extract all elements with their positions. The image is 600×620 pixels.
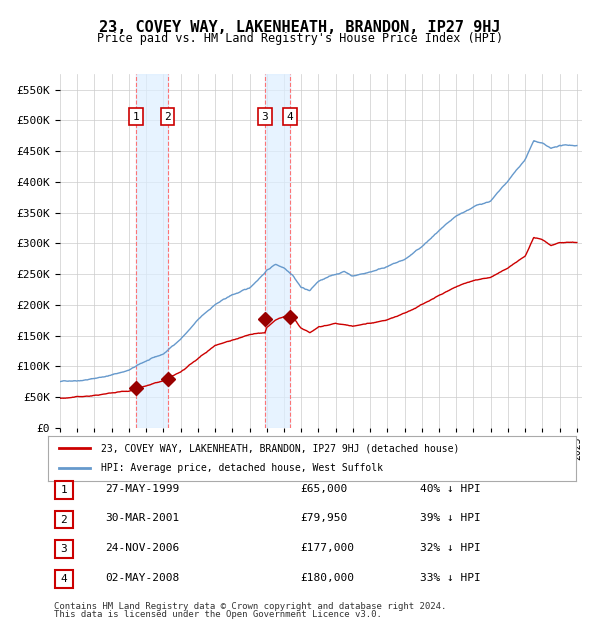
Text: £65,000: £65,000 bbox=[300, 484, 347, 494]
Text: 4: 4 bbox=[61, 574, 67, 584]
Bar bbox=[265, 74, 290, 428]
Text: £79,950: £79,950 bbox=[300, 513, 347, 523]
Text: 27-MAY-1999: 27-MAY-1999 bbox=[105, 484, 179, 494]
Text: 2: 2 bbox=[61, 515, 67, 525]
Text: 40% ↓ HPI: 40% ↓ HPI bbox=[420, 484, 481, 494]
FancyBboxPatch shape bbox=[55, 570, 73, 588]
Text: £177,000: £177,000 bbox=[300, 543, 354, 553]
Text: This data is licensed under the Open Government Licence v3.0.: This data is licensed under the Open Gov… bbox=[54, 609, 382, 619]
Text: 02-MAY-2008: 02-MAY-2008 bbox=[105, 573, 179, 583]
Bar bbox=[136, 74, 167, 428]
Text: Price paid vs. HM Land Registry's House Price Index (HPI): Price paid vs. HM Land Registry's House … bbox=[97, 32, 503, 45]
Text: 32% ↓ HPI: 32% ↓ HPI bbox=[420, 543, 481, 553]
Text: 30-MAR-2001: 30-MAR-2001 bbox=[105, 513, 179, 523]
Text: 1: 1 bbox=[61, 485, 67, 495]
Text: £180,000: £180,000 bbox=[300, 573, 354, 583]
Text: 39% ↓ HPI: 39% ↓ HPI bbox=[420, 513, 481, 523]
Text: 3: 3 bbox=[262, 112, 268, 122]
Text: 4: 4 bbox=[286, 112, 293, 122]
Text: 23, COVEY WAY, LAKENHEATH, BRANDON, IP27 9HJ: 23, COVEY WAY, LAKENHEATH, BRANDON, IP27… bbox=[99, 20, 501, 35]
Text: 24-NOV-2006: 24-NOV-2006 bbox=[105, 543, 179, 553]
FancyBboxPatch shape bbox=[55, 481, 73, 498]
Text: 2: 2 bbox=[164, 112, 171, 122]
FancyBboxPatch shape bbox=[55, 511, 73, 528]
FancyBboxPatch shape bbox=[55, 541, 73, 558]
Text: HPI: Average price, detached house, West Suffolk: HPI: Average price, detached house, West… bbox=[101, 463, 383, 473]
Text: 3: 3 bbox=[61, 544, 67, 554]
Text: Contains HM Land Registry data © Crown copyright and database right 2024.: Contains HM Land Registry data © Crown c… bbox=[54, 602, 446, 611]
Text: 23, COVEY WAY, LAKENHEATH, BRANDON, IP27 9HJ (detached house): 23, COVEY WAY, LAKENHEATH, BRANDON, IP27… bbox=[101, 443, 459, 453]
Text: 33% ↓ HPI: 33% ↓ HPI bbox=[420, 573, 481, 583]
Text: 1: 1 bbox=[133, 112, 139, 122]
